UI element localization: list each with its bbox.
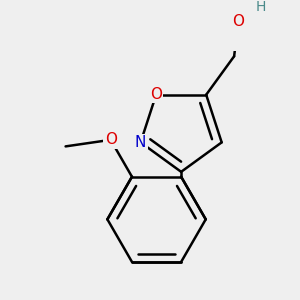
Text: O: O bbox=[232, 14, 244, 29]
Text: N: N bbox=[135, 135, 146, 150]
Text: H: H bbox=[256, 0, 266, 14]
Text: O: O bbox=[150, 87, 162, 102]
Text: O: O bbox=[105, 132, 117, 147]
